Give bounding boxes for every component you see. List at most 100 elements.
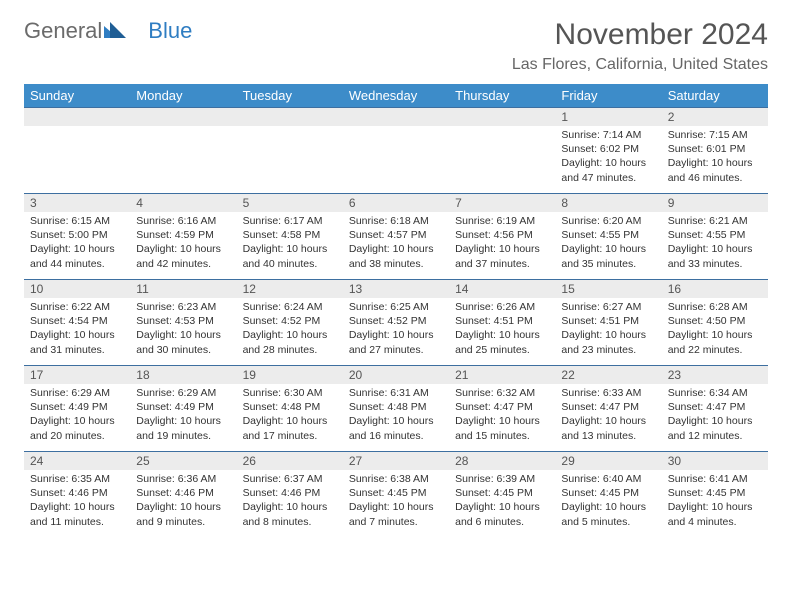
day-header: Wednesday xyxy=(343,84,449,108)
sunset-text: Sunset: 4:48 PM xyxy=(349,400,443,414)
daylight-text: Daylight: 10 hours and 15 minutes. xyxy=(455,414,549,442)
day-details: Sunrise: 6:21 AMSunset: 4:55 PMDaylight:… xyxy=(662,212,768,275)
calendar-day-cell: 7Sunrise: 6:19 AMSunset: 4:56 PMDaylight… xyxy=(449,194,555,280)
sunset-text: Sunset: 4:51 PM xyxy=(561,314,655,328)
day-number xyxy=(449,108,555,126)
sunset-text: Sunset: 4:47 PM xyxy=(455,400,549,414)
calendar-week-row: 3Sunrise: 6:15 AMSunset: 5:00 PMDaylight… xyxy=(24,194,768,280)
day-details xyxy=(343,126,449,132)
sunrise-text: Sunrise: 6:18 AM xyxy=(349,214,443,228)
calendar-day-cell: 5Sunrise: 6:17 AMSunset: 4:58 PMDaylight… xyxy=(237,194,343,280)
day-details: Sunrise: 6:29 AMSunset: 4:49 PMDaylight:… xyxy=(24,384,130,447)
logo-triangle-icon xyxy=(104,18,126,44)
calendar-day-cell: 13Sunrise: 6:25 AMSunset: 4:52 PMDayligh… xyxy=(343,280,449,366)
day-number xyxy=(343,108,449,126)
calendar-day-cell: 18Sunrise: 6:29 AMSunset: 4:49 PMDayligh… xyxy=(130,366,236,452)
sunset-text: Sunset: 4:56 PM xyxy=(455,228,549,242)
page-header: General Blue November 2024 Las Flores, C… xyxy=(24,18,768,74)
calendar-day-cell: 24Sunrise: 6:35 AMSunset: 4:46 PMDayligh… xyxy=(24,452,130,538)
daylight-text: Daylight: 10 hours and 38 minutes. xyxy=(349,242,443,270)
sunset-text: Sunset: 4:45 PM xyxy=(349,486,443,500)
day-details: Sunrise: 6:17 AMSunset: 4:58 PMDaylight:… xyxy=(237,212,343,275)
daylight-text: Daylight: 10 hours and 31 minutes. xyxy=(30,328,124,356)
day-number: 7 xyxy=(449,194,555,212)
sunset-text: Sunset: 6:02 PM xyxy=(561,142,655,156)
daylight-text: Daylight: 10 hours and 13 minutes. xyxy=(561,414,655,442)
month-title: November 2024 xyxy=(512,18,768,52)
sunset-text: Sunset: 4:52 PM xyxy=(243,314,337,328)
sunset-text: Sunset: 4:53 PM xyxy=(136,314,230,328)
sunset-text: Sunset: 4:45 PM xyxy=(668,486,762,500)
daylight-text: Daylight: 10 hours and 28 minutes. xyxy=(243,328,337,356)
day-details: Sunrise: 6:39 AMSunset: 4:45 PMDaylight:… xyxy=(449,470,555,533)
sunrise-text: Sunrise: 6:40 AM xyxy=(561,472,655,486)
calendar-day-cell: 3Sunrise: 6:15 AMSunset: 5:00 PMDaylight… xyxy=(24,194,130,280)
sunset-text: Sunset: 4:57 PM xyxy=(349,228,443,242)
daylight-text: Daylight: 10 hours and 27 minutes. xyxy=(349,328,443,356)
sunrise-text: Sunrise: 6:22 AM xyxy=(30,300,124,314)
sunrise-text: Sunrise: 6:28 AM xyxy=(668,300,762,314)
day-number: 19 xyxy=(237,366,343,384)
sunrise-text: Sunrise: 6:23 AM xyxy=(136,300,230,314)
sunrise-text: Sunrise: 6:21 AM xyxy=(668,214,762,228)
calendar-day-cell: 30Sunrise: 6:41 AMSunset: 4:45 PMDayligh… xyxy=(662,452,768,538)
daylight-text: Daylight: 10 hours and 7 minutes. xyxy=(349,500,443,528)
day-details: Sunrise: 6:36 AMSunset: 4:46 PMDaylight:… xyxy=(130,470,236,533)
calendar-day-cell: 4Sunrise: 6:16 AMSunset: 4:59 PMDaylight… xyxy=(130,194,236,280)
calendar-day-cell: 23Sunrise: 6:34 AMSunset: 4:47 PMDayligh… xyxy=(662,366,768,452)
sunrise-text: Sunrise: 6:19 AM xyxy=(455,214,549,228)
logo-text-general: General xyxy=(24,18,102,44)
day-details xyxy=(130,126,236,132)
daylight-text: Daylight: 10 hours and 4 minutes. xyxy=(668,500,762,528)
sunset-text: Sunset: 4:59 PM xyxy=(136,228,230,242)
sunrise-text: Sunrise: 6:41 AM xyxy=(668,472,762,486)
sunrise-text: Sunrise: 6:35 AM xyxy=(30,472,124,486)
day-number: 23 xyxy=(662,366,768,384)
sunset-text: Sunset: 5:00 PM xyxy=(30,228,124,242)
day-number: 6 xyxy=(343,194,449,212)
day-details xyxy=(449,126,555,132)
sunrise-text: Sunrise: 6:29 AM xyxy=(136,386,230,400)
calendar-week-row: 24Sunrise: 6:35 AMSunset: 4:46 PMDayligh… xyxy=(24,452,768,538)
sunset-text: Sunset: 4:54 PM xyxy=(30,314,124,328)
day-header: Tuesday xyxy=(237,84,343,108)
day-details: Sunrise: 6:20 AMSunset: 4:55 PMDaylight:… xyxy=(555,212,661,275)
daylight-text: Daylight: 10 hours and 23 minutes. xyxy=(561,328,655,356)
day-number: 28 xyxy=(449,452,555,470)
day-number: 16 xyxy=(662,280,768,298)
calendar-day-cell: 16Sunrise: 6:28 AMSunset: 4:50 PMDayligh… xyxy=(662,280,768,366)
sunrise-text: Sunrise: 6:15 AM xyxy=(30,214,124,228)
sunrise-text: Sunrise: 6:17 AM xyxy=(243,214,337,228)
day-details: Sunrise: 7:14 AMSunset: 6:02 PMDaylight:… xyxy=(555,126,661,189)
sunset-text: Sunset: 4:45 PM xyxy=(455,486,549,500)
sunset-text: Sunset: 4:52 PM xyxy=(349,314,443,328)
sunset-text: Sunset: 4:58 PM xyxy=(243,228,337,242)
calendar-day-cell xyxy=(130,108,236,194)
sunset-text: Sunset: 4:46 PM xyxy=(30,486,124,500)
day-details: Sunrise: 6:40 AMSunset: 4:45 PMDaylight:… xyxy=(555,470,661,533)
sunrise-text: Sunrise: 6:31 AM xyxy=(349,386,443,400)
calendar-week-row: 10Sunrise: 6:22 AMSunset: 4:54 PMDayligh… xyxy=(24,280,768,366)
day-details: Sunrise: 6:33 AMSunset: 4:47 PMDaylight:… xyxy=(555,384,661,447)
day-number: 9 xyxy=(662,194,768,212)
day-number: 5 xyxy=(237,194,343,212)
day-details: Sunrise: 6:24 AMSunset: 4:52 PMDaylight:… xyxy=(237,298,343,361)
calendar-table: Sunday Monday Tuesday Wednesday Thursday… xyxy=(24,84,768,538)
daylight-text: Daylight: 10 hours and 30 minutes. xyxy=(136,328,230,356)
sunrise-text: Sunrise: 6:30 AM xyxy=(243,386,337,400)
daylight-text: Daylight: 10 hours and 12 minutes. xyxy=(668,414,762,442)
sunrise-text: Sunrise: 6:20 AM xyxy=(561,214,655,228)
daylight-text: Daylight: 10 hours and 20 minutes. xyxy=(30,414,124,442)
calendar-day-cell: 2Sunrise: 7:15 AMSunset: 6:01 PMDaylight… xyxy=(662,108,768,194)
sunrise-text: Sunrise: 6:32 AM xyxy=(455,386,549,400)
day-number: 11 xyxy=(130,280,236,298)
day-number: 17 xyxy=(24,366,130,384)
daylight-text: Daylight: 10 hours and 8 minutes. xyxy=(243,500,337,528)
daylight-text: Daylight: 10 hours and 22 minutes. xyxy=(668,328,762,356)
daylight-text: Daylight: 10 hours and 16 minutes. xyxy=(349,414,443,442)
logo-text-blue: Blue xyxy=(148,18,192,44)
calendar-day-cell: 11 Sunrise: 6:23 AMSunset: 4:53 PMDayligh… xyxy=(130,280,236,366)
day-details: Sunrise: 6:41 AMSunset: 4:45 PMDaylight:… xyxy=(662,470,768,533)
sunset-text: Sunset: 4:55 PM xyxy=(561,228,655,242)
calendar-day-cell: 21Sunrise: 6:32 AMSunset: 4:47 PMDayligh… xyxy=(449,366,555,452)
